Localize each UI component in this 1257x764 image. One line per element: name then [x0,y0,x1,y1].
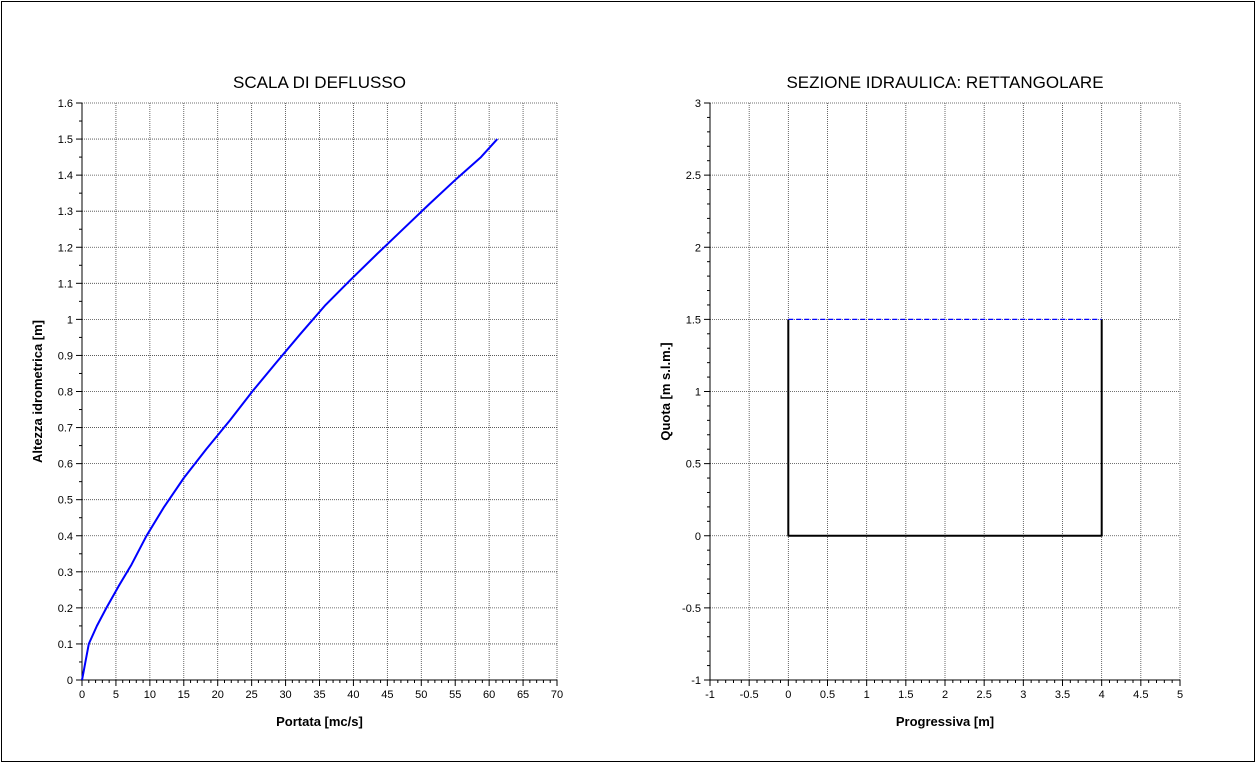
x-tick-label: 0.5 [820,689,835,701]
y-tick-label: 0.1 [58,639,73,651]
y-tick-label: 1.4 [58,170,73,182]
chart-title: SEZIONE IDRAULICA: RETTANGOLARE [786,73,1103,92]
x-tick-label: 0 [785,689,791,701]
x-axis-label: Portata [mc/s] [276,714,363,729]
chart-1: 0 5 10 15 20 25 30 35 40 45 50 55 60 65 70 0 0.1 0.2 0.3 0.… [30,73,563,729]
x-tick-label: 65 [517,689,529,701]
y-tick-label: 0 [67,675,73,687]
y-tick-label: 0.7 [58,423,73,435]
x-tick-label: -0.5 [740,689,759,701]
x-tick-label: 30 [279,689,291,701]
series-line-1 [787,319,1103,537]
y-tick-label: 0.5 [686,459,701,471]
x-tick-label: 5 [113,689,119,701]
x-tick-label: 55 [449,689,461,701]
y-tick-label: 1.6 [58,98,73,110]
y-tick-label: 1.5 [686,314,701,326]
x-tick-label: 25 [246,689,258,701]
y-tick-label: 0.2 [58,603,73,615]
y-axis-label: Quota [m s.l.m.] [658,342,673,440]
y-tick-label: 0.3 [58,567,73,579]
chart-title: SCALA DI DEFLUSSO [233,73,406,92]
y-tick-label: 1.5 [58,134,73,146]
x-tick-label: 2 [942,689,948,701]
y-tick-label: 1 [695,387,701,399]
x-tick-label: 20 [212,689,224,701]
chart-2: -1 -0.5 0 0.5 1 1.5 2 2.5 3 3.5 4 4.5 5 -1 -0.5 0 0.5 1 1.… [658,73,1183,729]
y-tick-label: 0.6 [58,459,73,471]
y-tick-label: 0.5 [58,495,73,507]
y-tick-label: -0.5 [682,603,701,615]
x-axis-label: Progressiva [m] [896,714,994,729]
x-tick-label: 70 [551,689,563,701]
x-tick-label: 0 [79,689,85,701]
x-tick-label: 4 [1099,689,1105,701]
x-tick-label: 4.5 [1133,689,1148,701]
x-tick-label: 1.5 [898,689,913,701]
y-tick-label: 1.3 [58,206,73,218]
x-tick-label: 3.5 [1055,689,1070,701]
y-tick-label: 2.5 [686,170,701,182]
y-tick-label: 3 [695,98,701,110]
x-tick-label: 45 [381,689,393,701]
x-tick-label: 35 [313,689,325,701]
y-tick-label: 1 [67,314,73,326]
x-tick-label: 1 [864,689,870,701]
x-tick-label: 10 [144,689,156,701]
y-tick-label: 0.4 [58,531,73,543]
y-axis-label: Altezza idrometrica [m] [30,320,45,463]
y-tick-label: 0 [695,531,701,543]
x-tick-label: -1 [705,689,715,701]
y-tick-label: 1.1 [58,278,73,290]
x-tick-label: 5 [1177,689,1183,701]
x-tick-label: 40 [347,689,359,701]
x-tick-label: 60 [483,689,495,701]
y-tick-label: 2 [695,242,701,254]
y-tick-label: 0.9 [58,350,73,362]
y-tick-label: -1 [691,675,701,687]
y-tick-label: 0.8 [58,387,73,399]
x-tick-label: 50 [415,689,427,701]
series-line-1 [81,138,499,681]
y-tick-label: 1.2 [58,242,73,254]
x-tick-label: 3 [1020,689,1026,701]
x-tick-label: 2.5 [977,689,992,701]
x-tick-label: 15 [178,689,190,701]
